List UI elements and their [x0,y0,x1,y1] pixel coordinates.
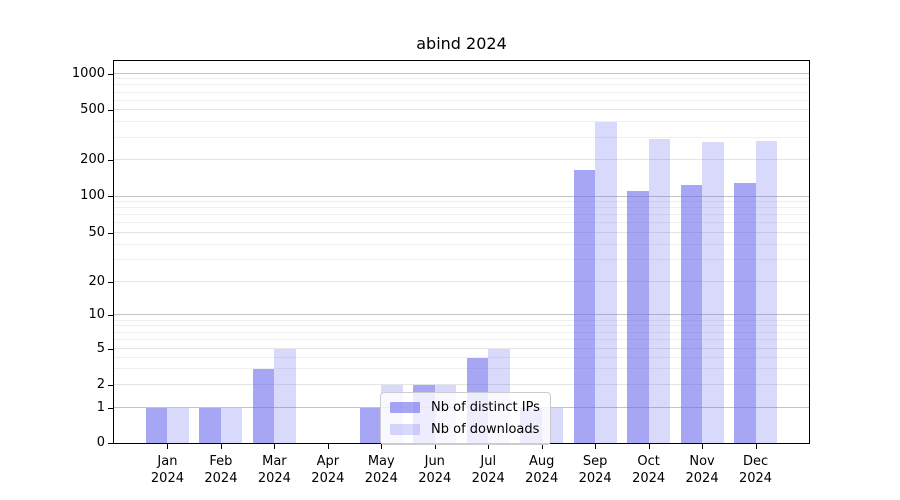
gridline-10 [114,314,809,316]
y-tick-label-50: 50 [88,224,105,240]
minor-gridline-90 [114,201,809,203]
legend: Nb of distinct IPs Nb of downloads [380,392,551,445]
bar-nov-downloads [702,142,724,443]
minor-gridline-30 [114,259,809,261]
bar-nov-distinct-ips [680,184,703,443]
minor-gridline-400 [114,121,809,123]
minor-gridline-8 [114,325,809,327]
gridline-20 [114,280,809,282]
legend-item-downloads: Nb of downloads [390,422,540,437]
bar-jan-downloads [167,407,189,443]
x-tick-label-mar: Mar 2024 [257,454,291,486]
y-tick-label-1: 1 [96,399,105,415]
y-tick-label-100: 100 [80,188,105,204]
x-tick-mark [327,444,329,449]
minor-gridline-70 [114,214,809,216]
bar-feb-downloads [220,407,243,443]
minor-gridline-800 [114,84,809,86]
plot-area: Nb of distinct IPs Nb of downloads [113,60,810,445]
legend-swatch-distinct-ips [390,402,420,413]
bar-feb-distinct-ips [199,407,221,443]
x-tick-mark [648,444,650,449]
y-tick-mark [108,407,113,409]
y-tick-mark [108,348,113,350]
x-tick-label-jan: Jan 2024 [150,454,184,486]
bar-mar-downloads [274,349,296,443]
y-tick-label-0: 0 [96,435,105,450]
legend-item-distinct-ips: Nb of distinct IPs [390,400,540,415]
minor-gridline-900 [114,78,809,80]
legend-swatch-downloads [390,424,420,435]
legend-label-distinct-ips: Nb of distinct IPs [431,400,540,415]
x-tick-mark [220,444,222,449]
x-tick-mark [434,444,436,449]
minor-gridline-3 [114,367,809,369]
x-tick-label-feb: Feb 2024 [204,454,238,486]
bar-dec-distinct-ips [734,183,756,443]
y-tick-mark [108,110,113,112]
x-tick-label-aug: Aug 2024 [525,454,559,486]
x-tick-label-apr: Apr 2024 [311,454,345,486]
bar-may-distinct-ips [359,407,382,443]
minor-gridline-7 [114,331,809,333]
bar-mar-distinct-ips [252,368,275,443]
x-tick-mark [488,444,490,449]
x-tick-label-may: May 2024 [364,454,398,486]
x-tick-label-sep: Sep 2024 [578,454,612,486]
bar-sep-distinct-ips [573,169,596,443]
y-tick-label-2: 2 [96,376,105,392]
minor-gridline-9 [114,319,809,321]
y-tick-mark [108,281,113,283]
y-tick-mark [108,443,113,444]
x-tick-mark [274,444,276,449]
x-tick-label-jun: Jun 2024 [418,454,452,486]
minor-gridline-80 [114,207,809,209]
minor-gridline-300 [114,136,809,138]
minor-gridline-40 [114,243,809,245]
gridline-100 [114,195,809,197]
bar-oct-distinct-ips [627,191,649,443]
y-tick-label-1000: 1000 [71,65,105,81]
bar-dec-downloads [755,140,778,443]
y-tick-mark [108,315,113,317]
gridline-500 [114,109,809,111]
y-tick-mark [108,73,113,75]
minor-gridline-4 [114,356,809,358]
x-tick-label-oct: Oct 2024 [632,454,666,486]
bar-jan-distinct-ips [145,407,168,443]
y-tick-mark [108,159,113,161]
y-tick-mark [108,196,113,198]
gridline-5 [114,348,809,349]
x-tick-mark [595,444,597,449]
x-tick-mark [702,444,704,449]
minor-gridline-60 [114,222,809,224]
y-tick-mark [108,232,113,234]
y-axis-labels: 0 1 2 5 10 20 50 100 200 500 1000 [0,60,105,450]
x-tick-label-jul: Jul 2024 [471,454,505,486]
gridline-50 [114,231,809,233]
minor-gridline-600 [114,99,809,101]
y-tick-label-20: 20 [88,273,105,289]
bar-oct-downloads [648,138,671,443]
x-tick-mark [755,444,757,449]
gridline-200 [114,158,809,160]
minor-gridline-6 [114,339,809,341]
bar-sep-downloads [595,122,617,443]
x-tick-mark [381,444,383,449]
x-tick-label-dec: Dec 2024 [738,454,773,486]
y-tick-label-200: 200 [80,151,105,167]
y-tick-label-10: 10 [88,307,105,323]
y-tick-label-5: 5 [96,340,105,356]
x-tick-mark [167,444,169,449]
chart-title: abind 2024 [416,34,507,53]
gridline-2 [114,383,809,385]
y-tick-mark [108,384,113,386]
y-tick-label-500: 500 [80,102,105,118]
x-tick-label-nov: Nov 2024 [685,454,719,486]
minor-gridline-700 [114,91,809,93]
gridline-1000 [114,72,809,74]
x-tick-mark [541,444,543,449]
legend-label-downloads: Nb of downloads [431,422,540,437]
